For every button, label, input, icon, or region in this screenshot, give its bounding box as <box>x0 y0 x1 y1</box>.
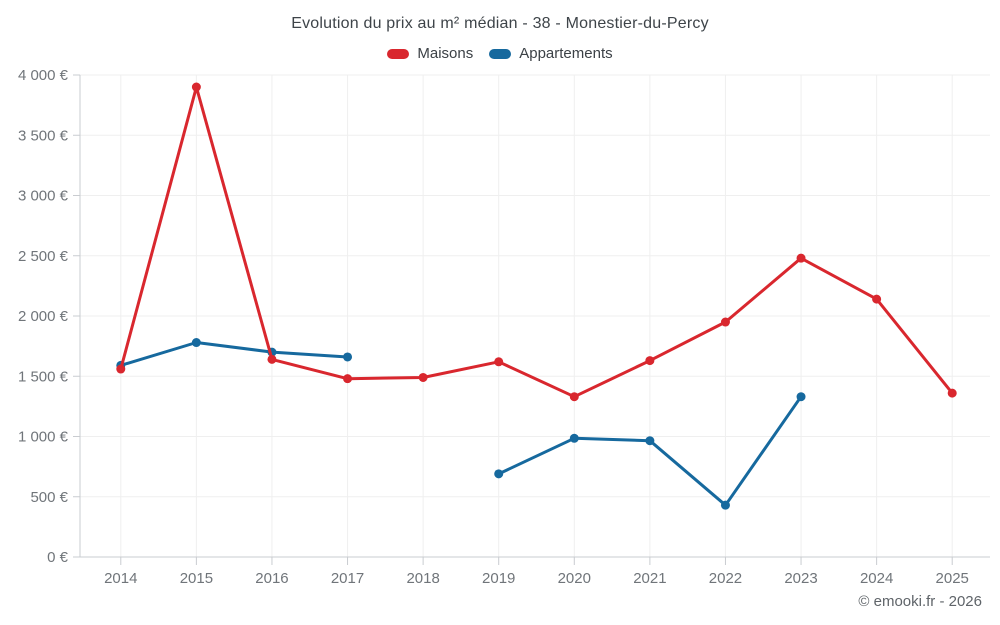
legend-item-appartements[interactable]: Appartements <box>489 45 613 62</box>
y-axis-label: 500 € <box>30 489 68 506</box>
data-point-maisons-2021[interactable] <box>645 356 655 366</box>
series-line-maisons <box>119 85 954 399</box>
data-point-maisons-2015[interactable] <box>191 82 201 92</box>
data-point-appartements-2020[interactable] <box>569 433 579 443</box>
x-axis-label: 2014 <box>104 570 137 587</box>
legend-swatch-maisons-icon <box>387 48 410 59</box>
data-point-appartements-2021[interactable] <box>645 436 655 446</box>
data-point-appartements-2015[interactable] <box>191 338 201 348</box>
data-point-maisons-2022[interactable] <box>720 317 730 327</box>
page-title: Evolution du prix au m² médian - 38 - Mo… <box>291 15 709 32</box>
data-point-maisons-2019[interactable] <box>494 357 504 367</box>
x-axis-label: 2021 <box>633 570 666 587</box>
x-axis-label: 2015 <box>180 570 213 587</box>
y-axis-label: 2 000 € <box>18 308 69 325</box>
y-axis-label: 4 000 € <box>18 67 69 84</box>
data-point-maisons-2018[interactable] <box>418 372 428 382</box>
y-axis-label: 1 000 € <box>18 429 69 446</box>
legend-label-appartements: Appartements <box>519 45 613 62</box>
data-point-maisons-2016[interactable] <box>267 354 277 364</box>
legend-item-maisons[interactable]: Maisons <box>387 45 473 62</box>
chart-legend: Maisons Appartements <box>0 45 1000 62</box>
data-point-appartements-2017[interactable] <box>343 352 353 362</box>
y-axis-label: 3 500 € <box>18 127 69 144</box>
x-axis-label: 2023 <box>784 570 817 587</box>
data-point-maisons-2025[interactable] <box>947 388 957 398</box>
data-point-maisons-2014[interactable] <box>116 364 126 374</box>
x-axis-label: 2022 <box>709 570 742 587</box>
x-axis-label: 2019 <box>482 570 515 587</box>
series-line-appartements <box>119 341 803 507</box>
legend-label-maisons: Maisons <box>417 45 474 62</box>
copyright-footer: © emooki.fr - 2026 <box>858 593 982 610</box>
y-axis-label: 0 € <box>47 549 69 566</box>
x-axis-label: 2016 <box>255 570 288 587</box>
legend-swatch-appartements-icon <box>489 48 512 59</box>
x-axis-label: 2024 <box>860 570 893 587</box>
x-axis-label: 2025 <box>936 570 969 587</box>
data-point-appartements-2022[interactable] <box>720 500 730 510</box>
y-axis-label: 3 000 € <box>18 188 69 205</box>
data-point-maisons-2023[interactable] <box>796 253 806 263</box>
data-point-maisons-2020[interactable] <box>569 392 579 402</box>
data-point-appartements-2019[interactable] <box>494 469 504 479</box>
data-point-maisons-2017[interactable] <box>343 374 353 384</box>
y-axis-label: 1 500 € <box>18 368 69 385</box>
data-point-maisons-2024[interactable] <box>872 294 882 304</box>
x-axis-label: 2017 <box>331 570 364 587</box>
data-point-appartements-2023[interactable] <box>796 392 806 402</box>
y-axis-label: 2 500 € <box>18 248 69 265</box>
x-axis-label: 2020 <box>558 570 591 587</box>
x-axis-label: 2018 <box>406 570 439 587</box>
